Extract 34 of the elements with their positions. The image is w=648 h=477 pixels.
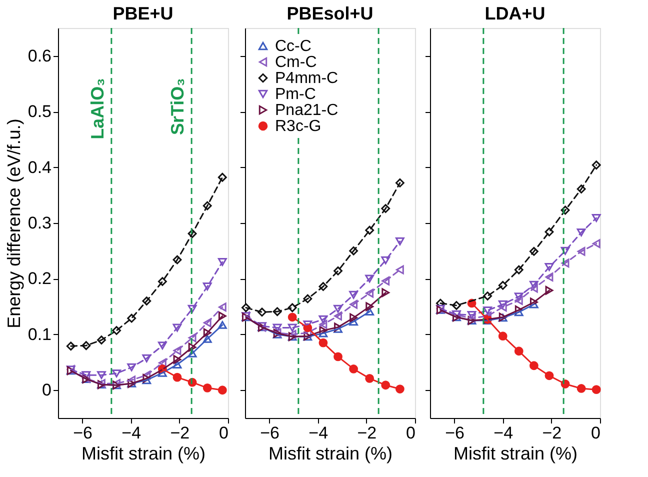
x-axis-title: Misfit strain (%) [453,444,578,464]
x-tick-label: −4 [122,424,142,442]
y-tick-label: 0.2 [28,269,52,288]
x-axis-title: Misfit strain (%) [268,444,393,464]
y-tick-label: 0.1 [28,324,52,344]
ref-line-label: LaAlO₃ [87,78,108,140]
x-tick-label: −2 [357,424,377,442]
x-tick-label: −4 [494,424,514,442]
x-axis-title: Misfit strain (%) [81,444,206,464]
legend-label: R3c-G [275,118,322,135]
x-tick-label: −6 [445,424,464,442]
y-axis-title: Energy difference (eV/f.u.) [4,118,24,328]
y-tick-label: 0.5 [28,102,52,122]
chart-title: PBE+U [112,3,174,24]
x-tick-label: −4 [308,424,328,442]
x-tick-label: −6 [260,424,280,442]
y-tick-label: 0 [42,380,52,400]
x-tick-label: −2 [542,424,562,442]
y-tick-label: 0.4 [28,158,52,177]
legend-label: P4mm-C [275,70,338,87]
x-tick-label: 0 [406,424,416,442]
legend-label: Cm-C [275,54,317,71]
legend-label: Cc-C [275,38,312,55]
legend-label: Pna21-C [275,102,338,119]
chart-title: LDA+U [484,3,546,24]
y-tick-label: 0.3 [28,214,52,232]
chart-title: PBEsol+U [286,3,374,24]
y-tick-label: 0.6 [28,46,52,66]
x-tick-label: −6 [73,424,92,442]
legend-label: Pm-C [275,86,316,103]
x-tick-label: 0 [591,424,600,442]
ref-line-label: SrTiO₃ [168,78,188,136]
x-tick-label: −2 [170,424,190,442]
x-tick-label: 0 [219,424,228,442]
